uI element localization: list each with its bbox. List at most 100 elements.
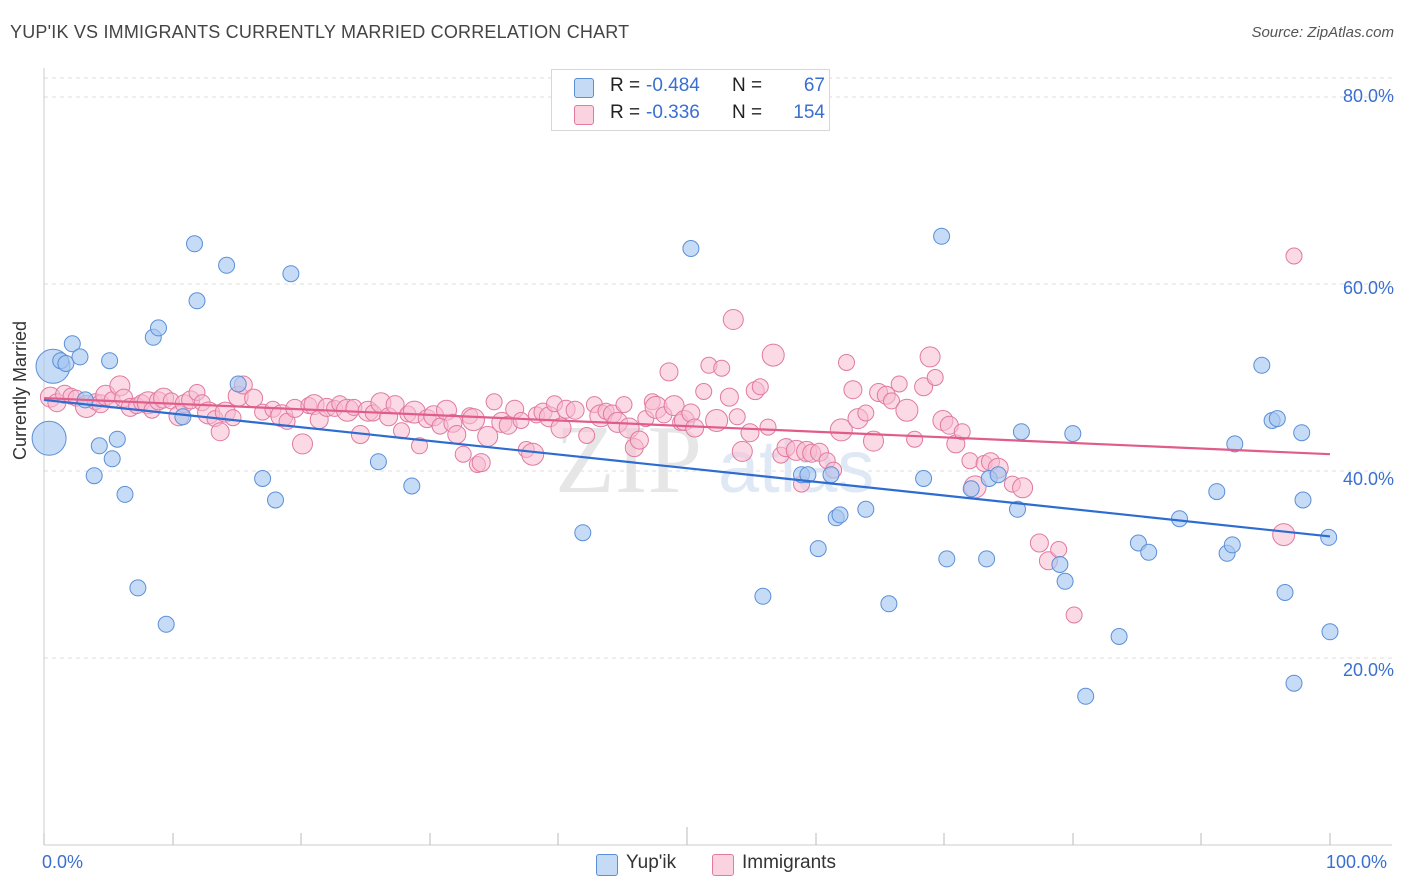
data-point-yupik — [90, 437, 108, 455]
data-point-yupik — [857, 500, 875, 518]
data-point-immigrants — [731, 440, 753, 462]
data-point-immigrants — [713, 359, 731, 377]
data-point-yupik — [254, 470, 272, 487]
data-point-immigrants — [659, 362, 679, 382]
data-point-immigrants — [695, 383, 713, 400]
trend-line-yupik — [43, 398, 1331, 538]
data-point-yupik — [880, 595, 898, 613]
data-point-immigrants — [447, 425, 467, 444]
data-point-immigrants — [462, 408, 485, 432]
legend-n-label: N = — [732, 75, 763, 96]
data-point-yupik — [1171, 510, 1188, 528]
data-point-yupik — [822, 466, 840, 484]
legend-r-label: R = — [610, 102, 641, 123]
legend-r-label: R = — [610, 75, 641, 96]
data-point-yupik — [978, 550, 996, 568]
legend-label-yupik: Yup'ik — [626, 852, 677, 873]
data-point-yupik — [103, 450, 121, 468]
data-point-immigrants — [1065, 606, 1083, 624]
chart-title: YUP'IK VS IMMIGRANTS CURRENTLY MARRIED C… — [10, 22, 630, 42]
axes — [43, 68, 1392, 846]
legend-r-value-immigrants: -0.336 — [646, 102, 700, 123]
data-point-yupik — [915, 470, 933, 487]
x-tick-label-100: 100.0% — [1326, 852, 1388, 872]
data-point-yupik — [1268, 410, 1286, 428]
data-point-immigrants — [759, 418, 777, 436]
data-point-immigrants — [863, 430, 884, 452]
data-point-immigrants — [895, 398, 919, 422]
data-point-immigrants — [550, 417, 572, 439]
data-point-yupik — [962, 480, 980, 498]
data-point-yupik — [1226, 435, 1244, 453]
data-point-yupik — [157, 615, 175, 633]
data-point-immigrants — [719, 387, 739, 407]
legend-swatch-yupik — [596, 854, 618, 876]
data-point-yupik — [809, 540, 827, 558]
data-point-yupik — [1056, 572, 1074, 590]
data-point-immigrants — [1272, 523, 1296, 547]
x-tick-label-0: 0.0% — [42, 852, 84, 872]
data-point-yupik — [933, 227, 951, 245]
data-point-yupik — [831, 506, 849, 524]
legend-n-value-immigrants: 154 — [793, 102, 825, 123]
data-point-yupik — [108, 430, 126, 448]
legend-n-value-yupik: 67 — [803, 75, 825, 96]
y-tick-label-20: 20.0% — [1342, 660, 1394, 680]
data-point-immigrants — [1012, 477, 1034, 499]
data-point-yupik — [71, 348, 89, 366]
data-point-immigrants — [906, 430, 924, 448]
data-point-yupik — [1208, 483, 1226, 501]
data-point-yupik — [799, 466, 817, 484]
data-point-yupik — [267, 491, 284, 509]
data-point-immigrants — [224, 409, 242, 427]
data-point-yupik — [186, 235, 203, 253]
data-point-immigrants — [926, 369, 944, 386]
data-point-yupik — [218, 256, 236, 274]
data-point-yupik — [174, 408, 192, 426]
data-point-yupik — [31, 420, 67, 456]
data-point-yupik — [101, 352, 119, 370]
data-point-immigrants — [953, 423, 971, 441]
data-point-yupik — [85, 467, 103, 485]
data-point-yupik — [1140, 543, 1158, 561]
data-point-immigrants — [578, 427, 596, 444]
data-point-yupik — [150, 319, 167, 337]
data-point-immigrants — [685, 418, 705, 438]
data-point-immigrants — [485, 393, 503, 411]
source-label: Source: ZipAtlas.com — [1251, 24, 1394, 41]
data-point-immigrants — [843, 380, 863, 400]
y-tick-label-60: 60.0% — [1342, 278, 1394, 298]
y-tick-label-40: 40.0% — [1342, 469, 1394, 489]
data-point-immigrants — [890, 375, 908, 393]
data-point-immigrants — [1050, 541, 1068, 558]
data-point-yupik — [574, 524, 592, 542]
data-point-immigrants — [740, 423, 760, 443]
data-point-yupik — [1294, 491, 1312, 509]
data-point-immigrants — [411, 437, 428, 455]
data-point-yupik — [754, 587, 772, 605]
data-point-immigrants — [961, 452, 979, 470]
data-point-yupik — [938, 550, 956, 568]
data-point-yupik — [1064, 425, 1082, 443]
data-point-yupik — [1285, 674, 1303, 692]
data-point-immigrants — [1285, 247, 1303, 265]
trend-line-immigrants — [43, 396, 1331, 456]
data-point-immigrants — [857, 404, 875, 422]
data-point-yupik — [1253, 356, 1271, 374]
data-point-yupik — [682, 240, 700, 257]
data-point-yupik — [989, 466, 1007, 484]
correlation-legend: R = -0.484 N = 67 R = -0.336 N = 154 — [551, 69, 830, 131]
data-point-yupik — [1009, 500, 1026, 518]
data-point-immigrants — [761, 343, 785, 367]
data-point-yupik — [1012, 423, 1030, 441]
data-point-yupik — [403, 477, 421, 495]
data-point-immigrants — [565, 400, 585, 420]
data-point-immigrants — [728, 408, 746, 426]
data-point-immigrants — [705, 409, 729, 432]
trend-lines — [43, 396, 1331, 538]
data-point-immigrants — [629, 430, 649, 450]
data-point-yupik — [1077, 687, 1095, 705]
legend-swatch-immigrants — [712, 854, 734, 876]
legend-label-immigrants: Immigrants — [742, 852, 836, 873]
